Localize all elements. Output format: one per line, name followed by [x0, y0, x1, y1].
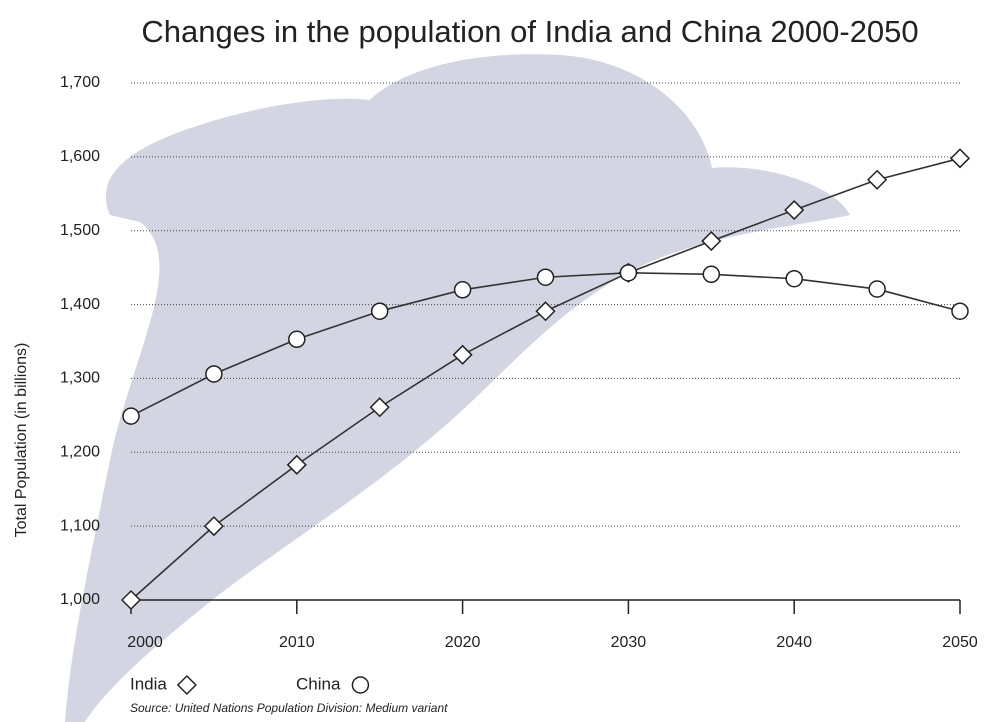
diamond-marker — [535, 301, 556, 322]
circle-marker — [868, 280, 886, 298]
y-tick-label: 1,000 — [60, 591, 100, 608]
circle-marker — [702, 265, 721, 284]
diamond-marker — [452, 344, 473, 365]
x-tick-label: 2030 — [611, 634, 647, 651]
diamond-marker — [369, 397, 390, 418]
y-tick-label: 1,500 — [60, 222, 100, 239]
diamond-marker — [120, 589, 142, 611]
legend-label: India — [130, 674, 167, 693]
diamond-marker — [949, 148, 971, 169]
x-tick-label: 2050 — [942, 634, 978, 651]
y-tick-label: 1,600 — [60, 148, 100, 165]
circle-marker — [951, 302, 969, 320]
diamond-marker — [701, 230, 722, 252]
x-tick-label: 2040 — [776, 634, 812, 651]
circle-marker — [205, 365, 223, 383]
circle-marker — [619, 264, 638, 282]
circle-marker — [370, 302, 389, 320]
y-tick-label: 1,700 — [60, 74, 100, 91]
diamond-marker — [867, 169, 888, 190]
background-shape — [65, 54, 850, 722]
diamond-marker — [784, 199, 805, 221]
circle-marker — [536, 268, 555, 286]
diamond-marker — [203, 516, 224, 537]
y-tick-label: 1,300 — [60, 370, 100, 387]
x-tick-label: 2000 — [127, 634, 163, 651]
y-axis-label: Total Population (in billions) — [13, 343, 30, 538]
circle-marker — [122, 407, 140, 425]
x-tick-label: 2010 — [279, 634, 315, 651]
y-tick-label: 1,200 — [60, 444, 100, 461]
diamond-marker — [176, 674, 197, 696]
chart-title: Changes in the population of India and C… — [141, 14, 918, 49]
circle-marker — [785, 269, 803, 288]
source-note: Source: United Nations Population Divisi… — [130, 701, 448, 715]
y-tick-label: 1,400 — [60, 296, 100, 313]
legend-label: China — [296, 674, 341, 693]
y-tick-label: 1,100 — [60, 517, 100, 534]
circle-marker — [288, 330, 306, 349]
circle-marker — [351, 676, 370, 694]
circle-marker — [453, 281, 472, 299]
diamond-marker — [286, 454, 307, 475]
x-tick-label: 2020 — [445, 634, 481, 651]
plot-area: 1,000 1,100 1,200 1,300 1,400 1,500 1,600 1,700… — [60, 74, 978, 651]
